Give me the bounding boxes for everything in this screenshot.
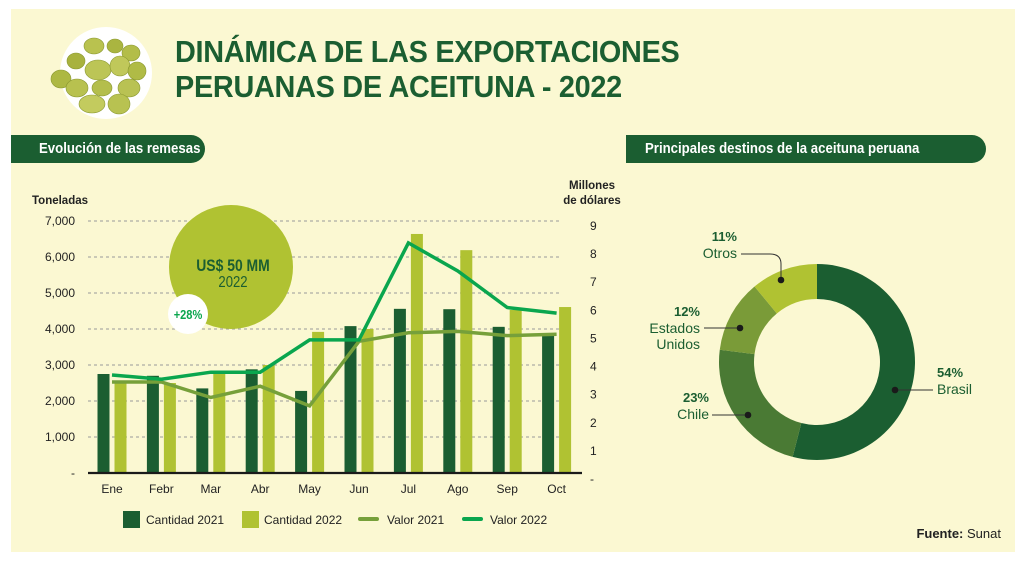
- bar-cantidad-2022: [114, 381, 127, 473]
- y-tick-left: 6,000: [45, 250, 75, 264]
- value-callout: US$ 50 MM 2022 +28%: [168, 205, 293, 334]
- leader-dot-eeuu: [736, 324, 744, 332]
- legend-swatch-valor-2021: [358, 517, 379, 521]
- donut-slice-otros: [754, 264, 817, 314]
- bar-cantidad-2022: [361, 329, 374, 473]
- legend-label-valor-2021: Valor 2021: [387, 513, 444, 527]
- y-tick-right: 9: [590, 219, 597, 233]
- donut-slice-estados-unidos: [719, 286, 777, 355]
- title-line-1: DINÁMICA DE LAS EXPORTACIONES: [175, 34, 680, 69]
- leader-dot-otros: [777, 276, 785, 284]
- x-tick-label: Jun: [349, 482, 368, 496]
- bar-cantidad-2021: [393, 308, 406, 473]
- slice-label-chile: Chile: [677, 406, 709, 422]
- line-valor-2021: [112, 329, 557, 409]
- y-tick-right: 6: [590, 303, 597, 317]
- bar-cantidad-2022: [213, 371, 226, 473]
- slice-pct-eeuu: 12%: [674, 304, 700, 319]
- source-value: Sunat: [967, 526, 1001, 541]
- bar-cantidad-2021: [245, 369, 258, 473]
- bar-cantidad-2022: [509, 309, 522, 473]
- y-tick-left: 3,000: [45, 358, 75, 372]
- slice-pct-otros: 11%: [712, 229, 738, 244]
- x-tick-label: Abr: [251, 482, 270, 496]
- bar-cantidad-2021: [344, 326, 357, 473]
- source-label: Fuente:: [916, 526, 964, 541]
- growth-badge-circle: [168, 294, 208, 334]
- y-axis-left-title: Toneladas: [32, 195, 88, 207]
- bar-cantidad-2022: [312, 331, 325, 473]
- y-axis-right-title-line2: de dólares: [563, 195, 621, 207]
- x-tick-label: Ene: [101, 482, 123, 496]
- y-tick-left: 5,000: [45, 286, 75, 300]
- x-tick-label: Mar: [200, 482, 221, 496]
- leader-line-otros: [741, 253, 782, 279]
- bar-cantidad-2022: [262, 365, 275, 473]
- callout-year: 2022: [218, 274, 247, 291]
- legend-label-cantidad-2021: Cantidad 2021: [146, 513, 224, 527]
- x-tick-label: Jul: [401, 482, 416, 496]
- y-tick-right: 7: [590, 275, 597, 289]
- slice-label-otros: Otros: [703, 245, 737, 261]
- donut-slice-brasil: [792, 264, 916, 460]
- slice-label-eeuu-line1: Estados: [649, 320, 700, 336]
- y-tick-left: 4,000: [45, 322, 75, 336]
- legend-swatch-cantidad-2021: [123, 511, 140, 528]
- bar-cantidad-2021: [97, 374, 110, 473]
- y-tick-right: 5: [590, 331, 597, 345]
- slice-pct-chile: 23%: [683, 390, 709, 405]
- y-tick-right: 1: [590, 444, 597, 458]
- legend-swatch-valor-2022: [462, 517, 483, 521]
- section-title-destinos: Principales destinos de la aceituna peru…: [645, 140, 920, 157]
- section-header-destinos: Principales destinos de la aceituna peru…: [626, 135, 986, 163]
- slice-pct-brasil: 54%: [937, 365, 963, 380]
- chart-legend: Cantidad 2021 Cantidad 2022 Valor 2021 V…: [123, 511, 547, 528]
- y-tick-left: -: [71, 466, 75, 480]
- y-tick-right: 4: [590, 360, 597, 374]
- bar-cantidad-2021: [196, 388, 209, 473]
- line-valor-2022: [111, 240, 557, 381]
- growth-badge: +28%: [174, 307, 203, 322]
- legend-label-cantidad-2022: Cantidad 2022: [264, 513, 342, 527]
- y-tick-right: 8: [590, 247, 597, 261]
- y-tick-right: 3: [590, 388, 597, 402]
- y-tick-right: -: [590, 472, 594, 486]
- section-header-remesas: Evolución de las remesas: [11, 135, 205, 163]
- donut-slice-chile: [719, 349, 802, 457]
- source-note: Fuente: Sunat: [916, 526, 1001, 541]
- page-title: DINÁMICA DE LAS EXPORTACIONES PERUANAS D…: [175, 34, 680, 104]
- x-tick-label: Oct: [547, 482, 566, 496]
- x-tick-label: May: [298, 482, 321, 496]
- slice-label-brasil: Brasil: [937, 381, 972, 397]
- bar-cantidad-2021: [492, 326, 505, 473]
- leader-dot-brasil: [891, 386, 899, 394]
- callout-amount: US$ 50 MM: [196, 257, 270, 276]
- leader-dot-chile: [744, 411, 752, 419]
- bar-cantidad-2021: [443, 309, 456, 473]
- x-tick-label: Sep: [497, 482, 519, 496]
- bar-cantidad-2021: [146, 375, 159, 473]
- bar-cantidad-2022: [460, 250, 473, 473]
- y-tick-left: 1,000: [45, 430, 75, 444]
- y-axis-right-title-line1: Millones: [569, 180, 615, 192]
- x-tick-label: Ago: [447, 482, 469, 496]
- slice-label-eeuu-line2: Unidos: [656, 336, 700, 352]
- section-title-remesas: Evolución de las remesas: [39, 140, 201, 157]
- bar-cantidad-2021: [295, 390, 308, 473]
- bar-cantidad-2022: [559, 307, 572, 473]
- y-tick-left: 2,000: [45, 394, 75, 408]
- y-tick-left: 7,000: [45, 214, 75, 228]
- bar-cantidad-2022: [163, 383, 176, 473]
- bar-cantidad-2022: [410, 233, 423, 473]
- title-line-2: PERUANAS DE ACEITUNA - 2022: [175, 69, 622, 104]
- olives-image: [46, 26, 156, 120]
- legend-label-valor-2022: Valor 2022: [490, 513, 547, 527]
- y-tick-right: 2: [590, 416, 597, 430]
- x-tick-label: Febr: [149, 482, 174, 496]
- bar-cantidad-2021: [542, 335, 555, 473]
- legend-swatch-cantidad-2022: [242, 511, 259, 528]
- donut-labels: 11% Otros 12% Estados Unidos 23% Chile 5…: [649, 229, 972, 422]
